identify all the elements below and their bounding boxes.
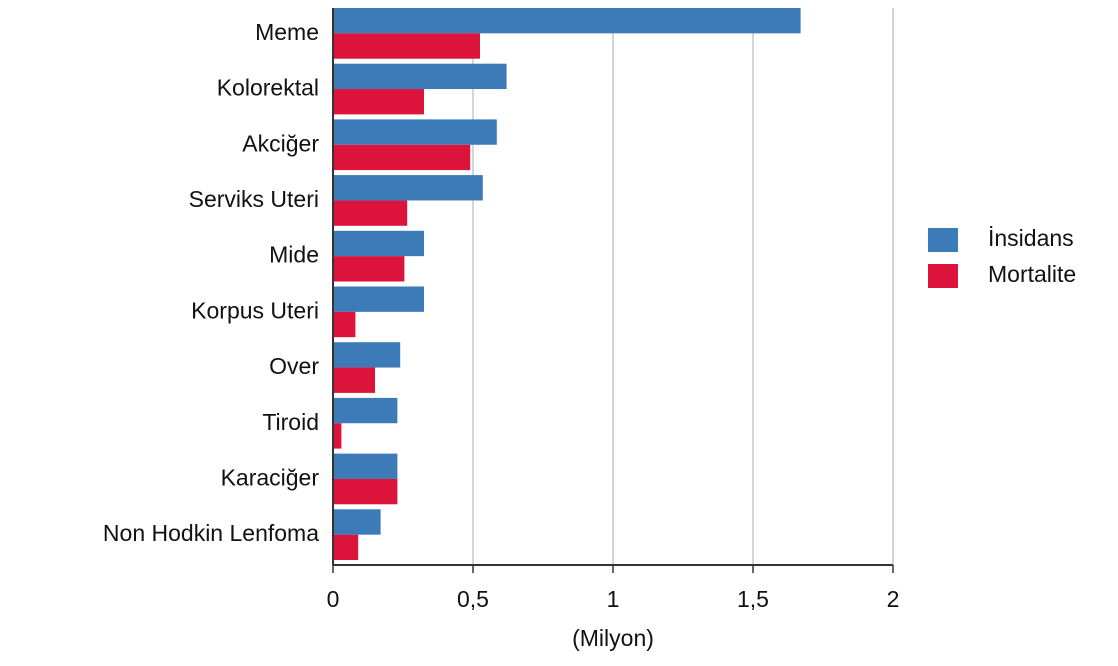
legend-swatch — [928, 228, 958, 252]
bar — [333, 256, 405, 282]
bar — [333, 423, 342, 449]
y-tick-label: Over — [269, 353, 319, 379]
bar — [333, 367, 375, 393]
x-tick-label: 2 — [887, 586, 900, 612]
legend-label: Mortalite — [988, 261, 1076, 287]
bar — [333, 230, 424, 257]
x-tick-label: 1 — [607, 586, 620, 612]
bar — [333, 453, 398, 479]
y-tick-label: Mide — [269, 242, 319, 268]
bar — [333, 63, 507, 90]
y-tick-label: Non Hodkin Lenfoma — [103, 520, 319, 546]
bar — [333, 200, 408, 226]
bar — [333, 8, 801, 34]
bar — [333, 119, 497, 145]
x-axis-label: (Milyon) — [572, 625, 654, 651]
bar — [333, 509, 381, 535]
bar — [333, 397, 398, 424]
y-tick-label: Meme — [255, 19, 319, 45]
y-tick-label: Serviks Uteri — [189, 186, 319, 212]
legend-swatch — [928, 264, 958, 288]
bar — [333, 342, 401, 368]
legend-label: İnsidans — [988, 225, 1074, 251]
bar — [333, 286, 424, 312]
x-tick-label: 1,5 — [737, 586, 769, 612]
x-tick-label: 0,5 — [457, 586, 489, 612]
y-tick-label: Akciğer — [242, 130, 319, 156]
bar — [333, 478, 398, 505]
y-tick-label: Korpus Uteri — [191, 297, 319, 323]
bar — [333, 144, 471, 171]
bar — [333, 33, 480, 59]
bar — [333, 534, 359, 560]
bar — [333, 89, 424, 115]
y-tick-label: Karaciğer — [221, 465, 320, 491]
bar — [333, 175, 483, 201]
y-tick-label: Kolorektal — [217, 75, 319, 101]
x-tick-label: 0 — [327, 586, 340, 612]
y-tick-label: Tiroid — [262, 409, 319, 435]
bar — [333, 311, 356, 338]
